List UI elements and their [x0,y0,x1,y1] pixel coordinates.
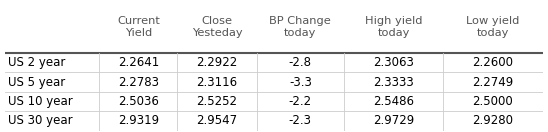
Text: Close
Yesteday: Close Yesteday [192,16,242,38]
Text: 2.9547: 2.9547 [197,114,238,128]
Text: US 2 year: US 2 year [8,56,66,69]
Text: 2.5252: 2.5252 [197,95,238,108]
Text: 2.5486: 2.5486 [373,95,414,108]
Text: 2.2641: 2.2641 [118,56,159,69]
Text: Current
Yield: Current Yield [117,16,160,38]
Text: Low yield
today: Low yield today [466,16,520,38]
Text: -2.8: -2.8 [289,56,312,69]
Text: -2.2: -2.2 [289,95,312,108]
Text: 2.3063: 2.3063 [373,56,414,69]
Text: 2.9729: 2.9729 [373,114,414,128]
Text: BP Change
today: BP Change today [270,16,331,38]
Text: US 30 year: US 30 year [8,114,73,128]
Text: 2.5036: 2.5036 [118,95,159,108]
Text: 2.3116: 2.3116 [197,76,238,89]
Text: 2.5000: 2.5000 [472,95,513,108]
Text: US 5 year: US 5 year [8,76,65,89]
Text: 2.9280: 2.9280 [472,114,513,128]
Text: -2.3: -2.3 [289,114,312,128]
Text: High yield
today: High yield today [365,16,423,38]
Text: 2.2783: 2.2783 [118,76,159,89]
Text: 2.2600: 2.2600 [472,56,513,69]
Text: 2.3333: 2.3333 [373,76,414,89]
Text: -3.3: -3.3 [289,76,312,89]
Text: US 10 year: US 10 year [8,95,73,108]
Text: 2.2922: 2.2922 [196,56,238,69]
Text: 2.9319: 2.9319 [118,114,159,128]
Text: 2.2749: 2.2749 [472,76,513,89]
